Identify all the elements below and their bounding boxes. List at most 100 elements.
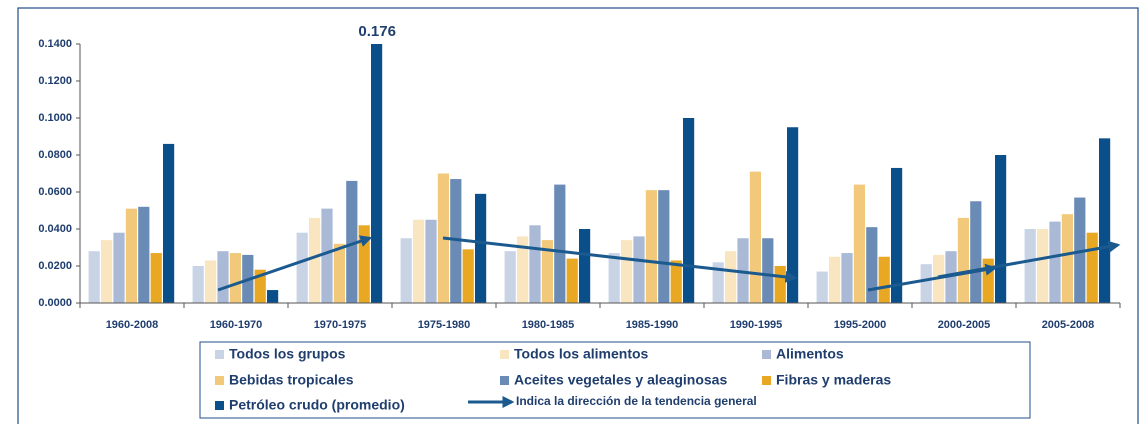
trend-arrows [217, 235, 1121, 292]
bar [1061, 214, 1073, 303]
legend-swatch [762, 350, 771, 359]
bar [579, 229, 591, 303]
bar [413, 219, 425, 303]
legend-swatch [215, 376, 224, 385]
x-tick-label: 1990-1995 [730, 319, 783, 331]
x-tick-label: 1995-2000 [834, 319, 887, 331]
bar [529, 225, 541, 303]
y-tick-label: 0.1000 [38, 112, 72, 124]
bar [125, 208, 137, 303]
bar [920, 264, 932, 303]
bar [150, 253, 162, 303]
bar [1086, 232, 1098, 303]
bar [217, 251, 229, 303]
bar [192, 266, 204, 303]
bar [309, 217, 321, 303]
bar [475, 193, 487, 303]
bar [296, 232, 308, 303]
x-tick-label: 1975-1980 [418, 319, 471, 331]
bar [517, 236, 529, 303]
bar [254, 269, 266, 303]
bar [608, 253, 620, 303]
bar [762, 238, 774, 303]
bar [400, 238, 412, 303]
bar [982, 258, 994, 303]
y-tick-label: 0.0600 [38, 186, 72, 198]
bar [333, 243, 345, 303]
y-tick-label: 0.0000 [38, 297, 72, 309]
bar [138, 206, 150, 303]
x-tick-label: 1985-1990 [626, 319, 679, 331]
bar [1049, 221, 1061, 303]
y-tick-label: 0.0800 [38, 149, 72, 161]
bar [425, 219, 437, 303]
bar [321, 208, 333, 303]
bar [462, 249, 474, 303]
x-tick-label: 1970-1975 [314, 319, 367, 331]
legend-label: Todos los grupos [229, 346, 346, 362]
x-tick-label: 1980-1985 [522, 319, 575, 331]
legend-label: Aceites vegetales y aleaginosas [514, 372, 727, 388]
bar [1037, 229, 1049, 303]
bar [670, 260, 682, 303]
bar [101, 240, 113, 303]
y-tick-label: 0.0400 [38, 223, 72, 235]
bar [749, 171, 761, 303]
bar [229, 253, 241, 303]
bar [621, 240, 633, 303]
bar [645, 190, 657, 303]
bar [866, 227, 878, 303]
legend-box [199, 341, 1031, 419]
legend-swatch [500, 350, 509, 359]
bar [1099, 138, 1111, 303]
trend-arrow [937, 240, 1121, 279]
bar [163, 143, 175, 303]
bar [267, 290, 279, 303]
y-tick-label: 0.1400 [38, 38, 72, 50]
bar [891, 167, 903, 303]
value-label: 0.176 [358, 23, 396, 40]
x-tick-label: 1960-1970 [210, 319, 263, 331]
legend-label: Petróleo crudo (promedio) [229, 397, 405, 413]
bar [346, 180, 358, 303]
y-tick-label: 0.1200 [38, 75, 72, 87]
x-tick-label: 2000-2005 [938, 319, 991, 331]
bar [725, 251, 737, 303]
bar [853, 184, 865, 303]
frame [17, 7, 1139, 424]
bar [554, 184, 566, 303]
x-tick-label: 2005-2008 [1042, 319, 1095, 331]
bar [841, 253, 853, 303]
bar [88, 251, 100, 303]
legend-label: Indica la dirección de la tendencia gene… [516, 394, 757, 408]
legend-swatch [215, 401, 224, 410]
trend-arrow [217, 235, 373, 292]
bar [450, 179, 462, 303]
legend-swatch [215, 350, 224, 359]
legend-label: Fibras y maderas [776, 372, 891, 388]
legend-swatch [500, 376, 509, 385]
bar [878, 256, 890, 303]
bar [205, 260, 217, 303]
bar [829, 256, 841, 303]
bar [1024, 229, 1036, 303]
bar [658, 190, 670, 303]
bar [774, 266, 786, 303]
legend-swatch [762, 376, 771, 385]
trend-arrow [442, 236, 798, 283]
bar [970, 201, 982, 303]
bar [995, 155, 1007, 303]
x-tick-label: 1960-2008 [106, 319, 159, 331]
bar [633, 236, 645, 303]
y-tick-label: 0.0200 [38, 260, 72, 272]
bar [566, 258, 578, 303]
bar [504, 251, 516, 303]
legend-label: Alimentos [776, 346, 844, 362]
bar [371, 44, 383, 304]
bar [683, 118, 695, 303]
legend-label: Todos los alimentos [514, 346, 649, 362]
bar [113, 232, 125, 303]
bar [957, 217, 969, 303]
bar [541, 240, 553, 303]
